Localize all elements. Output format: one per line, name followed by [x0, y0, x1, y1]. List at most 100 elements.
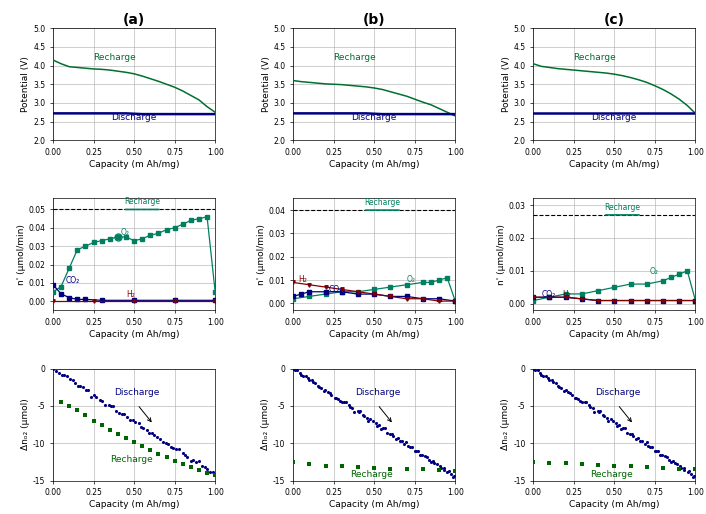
Text: Recharge: Recharge — [93, 52, 136, 62]
Point — [169, 457, 180, 465]
Point — [167, 444, 179, 452]
Point — [625, 430, 636, 438]
Point — [641, 438, 652, 446]
Point — [686, 469, 697, 478]
Point — [642, 442, 654, 450]
Point — [340, 398, 352, 406]
Text: H₂: H₂ — [563, 290, 571, 299]
Point — [287, 458, 299, 466]
Point — [650, 447, 662, 455]
Point — [592, 461, 604, 469]
Point — [358, 411, 369, 419]
Point — [689, 472, 700, 480]
Point — [566, 391, 577, 399]
Point — [641, 463, 652, 471]
Point — [657, 451, 668, 459]
Point — [146, 429, 157, 437]
Point — [361, 414, 373, 422]
Point — [133, 419, 145, 427]
Point — [174, 445, 185, 453]
Point — [55, 398, 66, 407]
Point — [530, 365, 541, 374]
Point — [682, 468, 693, 476]
Point — [187, 456, 198, 464]
Point — [323, 388, 334, 396]
Text: H₂: H₂ — [298, 276, 307, 284]
Point — [287, 365, 299, 373]
Point — [336, 462, 347, 470]
Point — [392, 434, 403, 443]
Point — [690, 465, 701, 473]
Point — [207, 467, 218, 475]
Point — [569, 394, 580, 402]
Point — [201, 465, 213, 473]
Point — [688, 473, 699, 481]
Point — [426, 458, 437, 466]
Point — [143, 429, 154, 437]
Point — [402, 442, 413, 450]
Text: CO₂: CO₂ — [66, 276, 80, 285]
Point — [376, 425, 387, 433]
Point — [157, 438, 169, 446]
Point — [72, 381, 83, 390]
Point — [96, 420, 107, 429]
Text: Discharge: Discharge — [114, 388, 160, 397]
Point — [80, 386, 92, 394]
Point — [365, 415, 376, 424]
Point — [377, 424, 388, 432]
Y-axis label: n' (μmol/min): n' (μmol/min) — [16, 224, 25, 285]
Point — [538, 372, 549, 380]
Point — [78, 382, 89, 391]
Point — [654, 451, 666, 460]
Point — [330, 394, 342, 402]
Point — [407, 443, 418, 451]
Point — [592, 407, 604, 415]
Point — [302, 374, 313, 382]
Point — [56, 371, 68, 379]
Point — [370, 418, 381, 427]
Point — [653, 447, 664, 455]
X-axis label: Capacity (m Ah/mg): Capacity (m Ah/mg) — [89, 500, 179, 509]
Point — [560, 460, 571, 468]
Point — [148, 431, 160, 439]
X-axis label: Capacity (m Ah/mg): Capacity (m Ah/mg) — [89, 330, 179, 339]
Point — [622, 429, 633, 437]
Point — [598, 411, 609, 419]
Point — [108, 402, 119, 411]
Text: Recharge: Recharge — [350, 470, 393, 479]
Point — [312, 382, 323, 390]
Point — [362, 416, 373, 425]
Point — [177, 460, 189, 468]
Point — [71, 406, 83, 414]
Point — [628, 432, 639, 440]
Point — [427, 457, 438, 465]
Point — [649, 447, 660, 455]
Point — [369, 464, 380, 472]
Point — [544, 376, 555, 384]
Point — [434, 462, 445, 470]
Point — [397, 436, 408, 445]
Point — [674, 465, 685, 473]
Point — [306, 376, 318, 384]
Y-axis label: Potential (V): Potential (V) — [261, 57, 270, 112]
Point — [534, 369, 546, 377]
Text: Discharge: Discharge — [592, 113, 637, 122]
Point — [185, 456, 196, 465]
Point — [671, 460, 683, 468]
Point — [536, 371, 547, 379]
Point — [657, 464, 669, 472]
Point — [450, 467, 461, 475]
Point — [563, 388, 574, 396]
Point — [171, 445, 182, 453]
Point — [165, 443, 176, 451]
Point — [301, 372, 312, 380]
Point — [552, 382, 563, 390]
Point — [58, 371, 69, 379]
Point — [308, 378, 319, 387]
Point — [161, 453, 172, 462]
Y-axis label: Δnₒ₂ (μmol): Δnₒ₂ (μmol) — [21, 399, 30, 450]
Point — [401, 438, 412, 446]
Point — [201, 469, 213, 477]
Title: (a): (a) — [123, 13, 145, 27]
Point — [325, 391, 337, 399]
